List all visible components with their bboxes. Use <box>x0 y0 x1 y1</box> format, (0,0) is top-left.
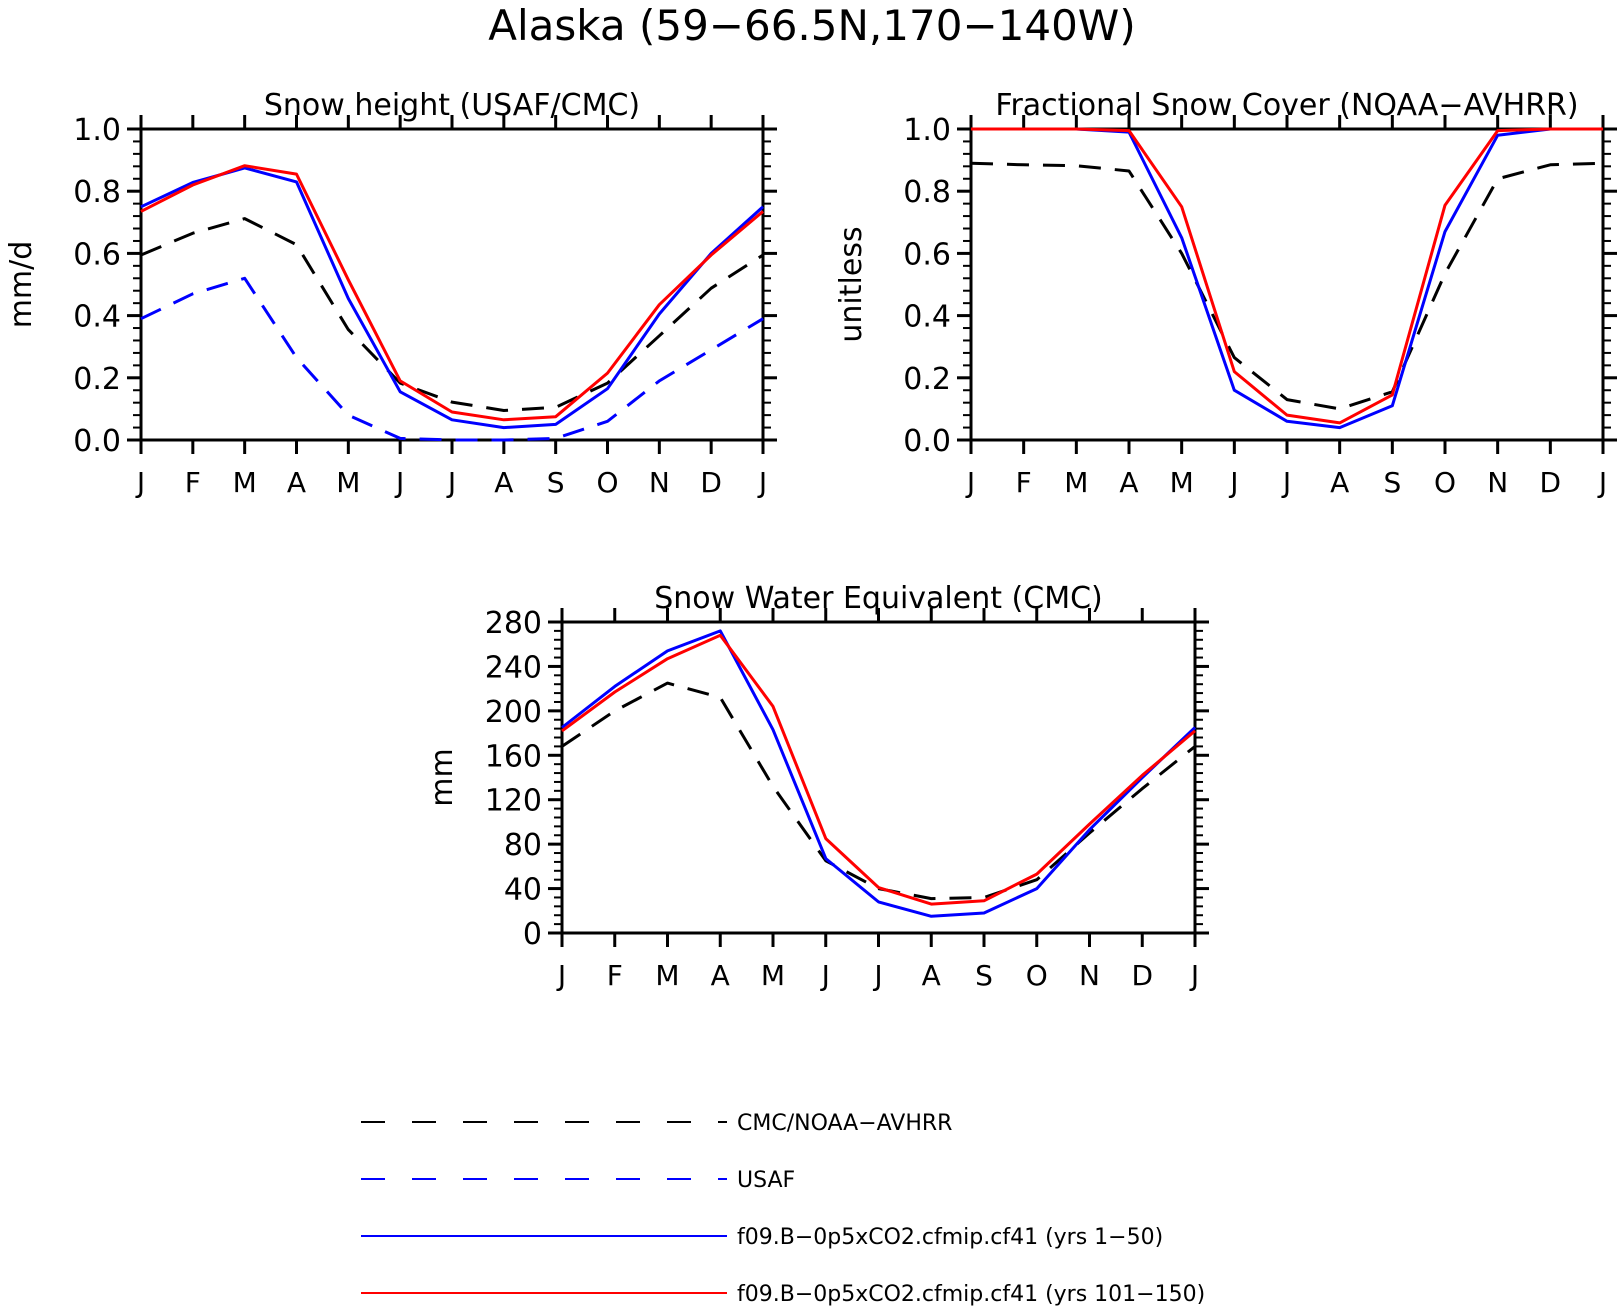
fractional-snow-cover-x-tick-label: S <box>1383 466 1401 499</box>
fractional-snow-cover-y-axis-label: unitless <box>834 226 869 342</box>
swe-y-tick-label: 240 <box>485 650 542 685</box>
swe-x-tick-label: J <box>1189 959 1199 992</box>
fractional-snow-cover-y-tick-label: 0.8 <box>903 175 951 210</box>
snow-height-series-2 <box>140 166 765 430</box>
fractional-snow-cover-x-tick-label: J <box>1228 466 1238 499</box>
snow-height-x-tick-label: J <box>135 466 145 499</box>
snow-height-x-tick-label: M <box>336 466 360 499</box>
fractional-snow-cover-series-2 <box>971 127 1603 425</box>
snow-height-x-tick-label: O <box>596 466 618 499</box>
snow-height-x-tick-label: D <box>700 466 722 499</box>
fractional-snow-cover-x-tick-label: J <box>1281 466 1291 499</box>
swe-y-tick-label: 280 <box>485 606 542 641</box>
swe-x-tick-label: A <box>922 959 941 992</box>
swe-y-tick-label: 120 <box>485 784 542 819</box>
swe-y-tick-label: 160 <box>485 739 542 774</box>
swe-x-tick-label: F <box>607 959 623 992</box>
swe-y-tick-label: 200 <box>485 695 542 730</box>
fractional-snow-cover-series-1 <box>971 127 1603 430</box>
snow-height-y-tick-label: 1.0 <box>73 113 121 148</box>
fractional-snow-cover-x-tick-label: M <box>1170 466 1194 499</box>
legend-label-1: USAF <box>737 1168 795 1193</box>
chart-snow-water-equivalent: Snow Water Equivalent (CMC)mm04080120160… <box>425 581 1209 992</box>
fractional-snow-cover-x-tick-label: M <box>1064 466 1088 499</box>
snow-height-x-tick-label: J <box>446 466 456 499</box>
fractional-snow-cover-series-0 <box>970 161 1604 411</box>
swe-x-tick-label: O <box>1026 959 1048 992</box>
legend-label-3: f09.B−0p5xCO2.cfmip.cf41 (yrs 101−150) <box>737 1282 1205 1306</box>
snow-height-y-tick-label: 0.4 <box>73 300 121 335</box>
swe-x-tick-label: D <box>1131 959 1153 992</box>
legend: CMC/NOAA−AVHRR USAF f09.B−0p5xCO2.cfmip.cf… <box>361 1111 1205 1306</box>
swe-y-axis-label: mm <box>425 748 460 806</box>
fractional-snow-cover-x-tick-label: A <box>1119 466 1138 499</box>
legend-label-2: f09.B−0p5xCO2.cfmip.cf41 (yrs 1−50) <box>737 1225 1163 1250</box>
swe-y-tick-label: 80 <box>504 828 542 863</box>
swe-y-tick-label: 0 <box>523 917 542 952</box>
snow-height-x-tick-label: A <box>494 466 513 499</box>
swe-y-tick-label: 40 <box>504 873 542 908</box>
swe-x-tick-label: N <box>1079 959 1100 992</box>
fractional-snow-cover-x-tick-label: O <box>1434 466 1456 499</box>
fractional-snow-cover-y-tick-label: 0.0 <box>903 424 951 459</box>
snow-height-x-tick-label: J <box>394 466 404 499</box>
snow-height-x-tick-label: M <box>233 466 257 499</box>
swe-x-tick-label: J <box>820 959 830 992</box>
snow-height-y-tick-label: 0.0 <box>73 424 121 459</box>
snow-height-x-tick-label: A <box>287 466 306 499</box>
swe-x-tick-label: M <box>761 959 785 992</box>
swe-x-tick-label: J <box>872 959 882 992</box>
fractional-snow-cover-y-tick-label: 1.0 <box>903 113 951 148</box>
swe-x-tick-label: S <box>975 959 993 992</box>
legend-label-0: CMC/NOAA−AVHRR <box>737 1111 952 1136</box>
figure-title: Alaska (59−66.5N,170−140W) <box>488 1 1135 50</box>
snow-height-x-tick-label: S <box>547 466 565 499</box>
snow-height-series-1 <box>140 276 764 442</box>
snow-height-x-tick-label: J <box>757 466 767 499</box>
snow-height-y-tick-label: 0.2 <box>73 362 121 397</box>
swe-series-0 <box>561 681 1196 901</box>
swe-series-1 <box>561 629 1197 918</box>
snow-height-x-tick-label: N <box>649 466 670 499</box>
fractional-snow-cover-y-tick-label: 0.4 <box>903 300 951 335</box>
snow-height-y-tick-label: 0.6 <box>73 237 121 272</box>
fractional-snow-cover-x-tick-label: N <box>1487 466 1508 499</box>
chart-fractional-snow-cover: Fractional Snow Cover (NOAA−AVHRR)unitle… <box>834 88 1617 499</box>
swe-series-2 <box>561 633 1196 906</box>
swe-x-tick-label: J <box>556 959 566 992</box>
fractional-snow-cover-x-tick-label: F <box>1016 466 1032 499</box>
fractional-snow-cover-x-tick-label: J <box>965 466 975 499</box>
fractional-snow-cover-y-tick-label: 0.6 <box>903 237 951 272</box>
fractional-snow-cover-x-tick-label: A <box>1330 466 1349 499</box>
fractional-snow-cover-x-tick-label: D <box>1540 466 1562 499</box>
snow-height-series-0 <box>140 217 764 412</box>
fractional-snow-cover-x-tick-label: J <box>1597 466 1607 499</box>
snow-height-series-3 <box>140 164 764 422</box>
swe-x-tick-label: A <box>711 959 730 992</box>
snow-height-y-tick-label: 0.8 <box>73 175 121 210</box>
snow-height-x-tick-label: F <box>185 466 201 499</box>
chart-snow-height: Snow height (USAF/CMC)mm/d0.00.20.40.60.… <box>4 88 777 499</box>
snow-height-y-axis-label: mm/d <box>4 241 39 329</box>
snow-height-plot-frame <box>139 127 765 442</box>
swe-x-tick-label: M <box>655 959 679 992</box>
fractional-snow-cover-y-tick-label: 0.2 <box>903 362 951 397</box>
